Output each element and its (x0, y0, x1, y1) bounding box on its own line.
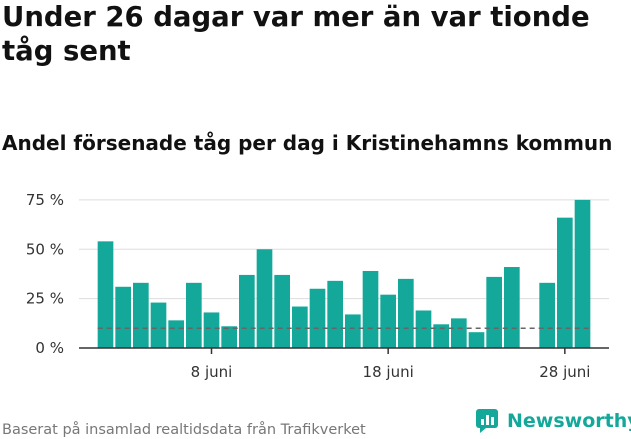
bar-day-2 (97, 241, 114, 348)
chart-subtitle: Andel försenade tåg per dag i Kristineha… (2, 131, 613, 155)
bar-day-8 (203, 312, 220, 348)
bar-day-23 (468, 332, 485, 348)
chart-title: Under 26 dagar var mer än var tionde tåg… (2, 1, 590, 67)
y-tick-label: 50 % (26, 240, 64, 258)
bar-day-16 (345, 314, 361, 348)
bar-day-7 (186, 282, 202, 348)
bar-day-17 (362, 270, 379, 348)
bar-day-27 (539, 282, 555, 348)
bar-day-4 (133, 282, 149, 348)
bar-day-22 (451, 318, 467, 348)
x-tick-label: 18 juni (363, 363, 414, 381)
x-tick-label: 8 juni (191, 363, 233, 381)
bar-day-13 (292, 306, 308, 348)
bar-day-9 (221, 326, 237, 348)
y-tick-label: 25 % (26, 290, 64, 308)
bar-day-24 (486, 276, 502, 348)
bar-day-5 (150, 302, 167, 348)
bar-day-18 (380, 294, 396, 348)
x-tick-label: 28 juni (539, 363, 590, 381)
bar-day-10 (239, 274, 255, 348)
bar-day-6 (168, 320, 184, 348)
y-tick-label: 75 % (26, 191, 64, 209)
brand-logo: Newsworthy (476, 409, 631, 433)
bar-day-19 (398, 278, 414, 348)
bar-day-11 (256, 249, 273, 348)
bar-day-14 (309, 288, 326, 348)
newsworthy-logo-icon (476, 409, 498, 433)
bar-day-29 (574, 199, 591, 348)
bar-day-28 (557, 217, 573, 348)
grid-lines (79, 199, 609, 300)
bar-series (97, 199, 591, 348)
bar-day-15 (327, 280, 343, 348)
x-axis (79, 347, 609, 354)
brand-name: Newsworthy (507, 410, 631, 432)
bar-day-21 (433, 324, 449, 348)
tick-labels: 0 % 25 % 50 % 75 % 8 juni 18 juni 28 juni (26, 191, 591, 381)
bar-day-3 (115, 286, 131, 348)
bar-day-25 (504, 267, 520, 348)
y-tick-label: 0 % (35, 339, 64, 357)
source-note: Baserat på insamlad realtidsdata från Tr… (2, 422, 366, 438)
bar-day-12 (274, 274, 290, 348)
bar-day-20 (415, 310, 432, 348)
